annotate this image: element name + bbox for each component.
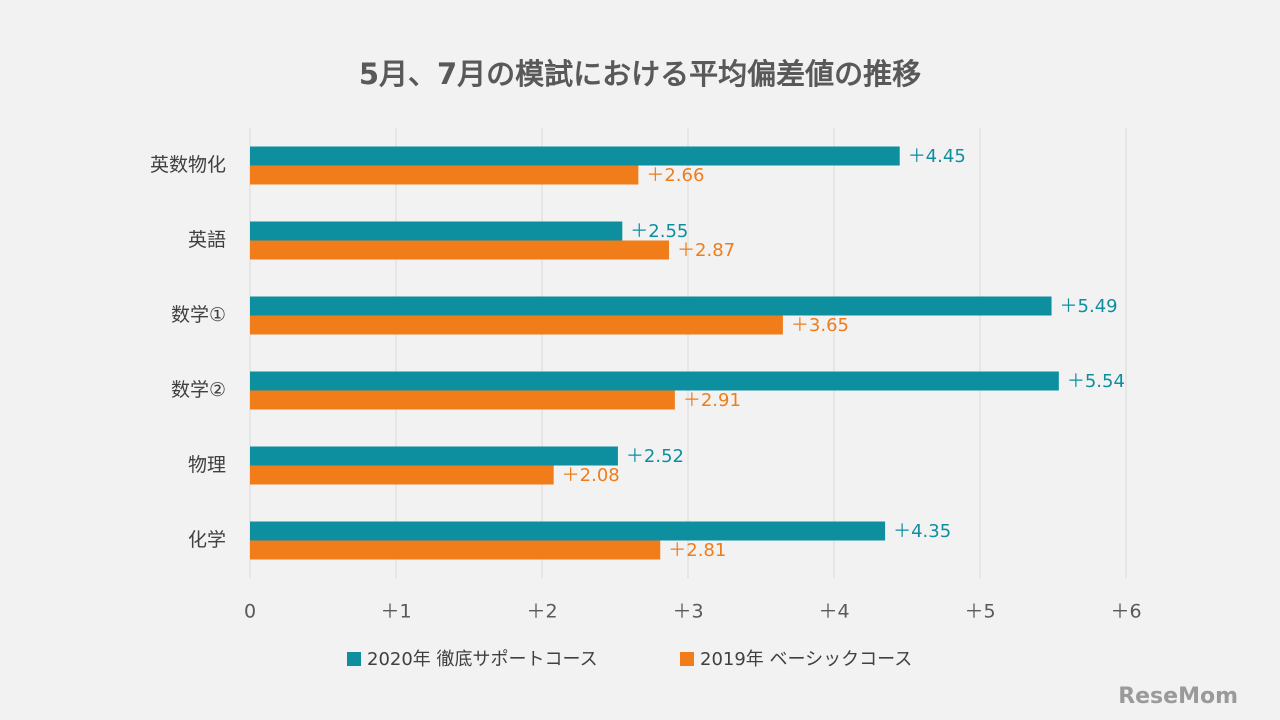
data-label: ＋2.91: [683, 390, 741, 411]
bar: [250, 146, 900, 166]
chart-title: 5月、7月の模試における平均偏差値の推移: [359, 57, 921, 91]
legend-label: 2019年 ベーシックコース: [700, 649, 912, 670]
y-tick-label: 物理: [188, 454, 226, 476]
watermark: ReseMom: [1118, 684, 1238, 709]
bar: [250, 540, 661, 560]
data-label: ＋5.54: [1067, 371, 1125, 392]
bar: [250, 315, 783, 335]
bar: [250, 521, 886, 541]
legend-swatch: [680, 652, 694, 666]
x-tick-label: ＋5: [964, 601, 995, 623]
data-label: ＋2.81: [668, 540, 726, 561]
x-tick-label: 0: [244, 601, 256, 623]
bar: [250, 221, 623, 241]
x-tick-label: ＋3: [672, 601, 703, 623]
x-tick-label: ＋2: [526, 601, 557, 623]
data-label: ＋4.45: [908, 146, 966, 167]
data-label: ＋2.66: [646, 165, 704, 186]
bar: [250, 465, 554, 485]
bar: [250, 371, 1059, 391]
y-tick-label: 数学②: [171, 379, 226, 401]
data-label: ＋4.35: [893, 521, 951, 542]
legend-swatch: [347, 652, 361, 666]
bar: [250, 446, 618, 466]
x-tick-label: ＋1: [380, 601, 411, 623]
data-label: ＋5.49: [1060, 296, 1118, 317]
data-label: ＋2.08: [562, 465, 620, 486]
y-tick-label: 英数物化: [150, 154, 226, 176]
y-tick-label: 数学①: [171, 304, 226, 326]
y-tick-label: 英語: [188, 229, 226, 251]
data-label: ＋2.55: [630, 221, 688, 242]
bar: [250, 165, 639, 185]
data-label: ＋2.52: [626, 446, 684, 467]
bar: [250, 296, 1052, 316]
legend-label: 2020年 徹底サポートコース: [367, 649, 598, 670]
data-label: ＋2.87: [677, 240, 735, 261]
y-tick-label: 化学: [188, 529, 226, 551]
data-label: ＋3.65: [791, 315, 849, 336]
bar: [250, 390, 675, 410]
x-tick-label: ＋4: [818, 601, 849, 623]
bar: [250, 240, 670, 260]
x-tick-label: ＋6: [1110, 601, 1141, 623]
